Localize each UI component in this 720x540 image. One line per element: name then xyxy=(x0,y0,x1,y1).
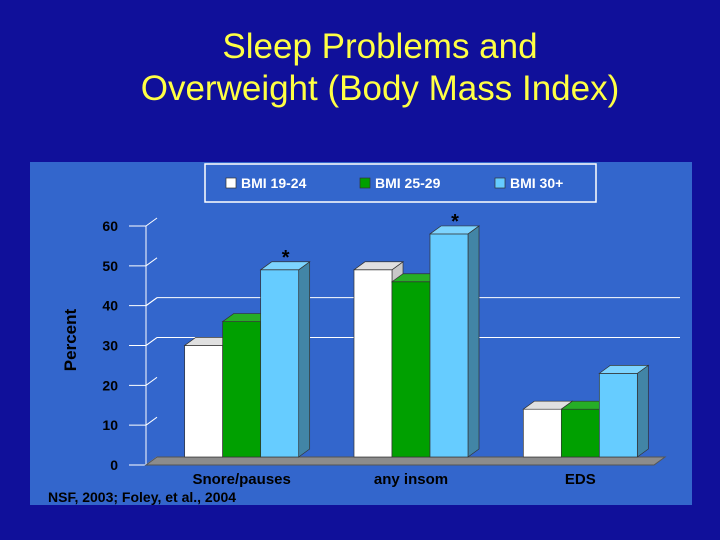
bar-layer: ** xyxy=(183,211,650,458)
y-tick-label: 10 xyxy=(102,417,118,433)
significance-mark: * xyxy=(451,211,459,233)
x-category-label: any insom xyxy=(374,471,448,488)
bar xyxy=(560,408,600,458)
y-tick-diag xyxy=(145,217,158,227)
y-tick-label: 0 xyxy=(110,457,118,473)
y-tick-diag xyxy=(145,297,158,307)
bar xyxy=(353,269,393,458)
legend-swatch xyxy=(359,177,371,189)
y-tick-label: 40 xyxy=(102,298,118,314)
bar-top xyxy=(428,225,481,235)
y-tick-label: 30 xyxy=(102,338,118,354)
bar-side xyxy=(298,261,311,458)
y-tick-diag xyxy=(145,376,158,386)
y-axis-label: Percent xyxy=(61,308,80,371)
bar xyxy=(260,269,300,458)
y-tick-diag xyxy=(145,257,158,267)
bar xyxy=(522,408,562,458)
y-tick-diag xyxy=(145,337,158,346)
bar xyxy=(222,321,262,458)
bar-top xyxy=(259,261,311,271)
title-line-2: Overweight (Body Mass Index) xyxy=(140,69,620,108)
legend-label: BMI 19-24 xyxy=(241,175,307,191)
bar-side xyxy=(636,364,649,458)
chart-floor xyxy=(144,456,667,466)
significance-mark: * xyxy=(282,247,290,269)
bar-top xyxy=(352,261,405,271)
y-tick-diag xyxy=(145,416,158,426)
y-tick-label: 50 xyxy=(102,258,118,274)
legend-swatch xyxy=(494,177,506,189)
y-tick-label: 60 xyxy=(102,218,118,234)
y-tick-label: 20 xyxy=(102,377,118,393)
title-line-1: Sleep Problems and xyxy=(222,27,538,66)
chart-legend: BMI 19-24 BMI 25-29 BMI 30+ xyxy=(204,163,597,203)
x-category-label: Snore/pauses xyxy=(192,471,290,488)
legend-swatch xyxy=(225,177,237,189)
bar xyxy=(598,373,638,458)
source-citation: NSF, 2003; Foley, et al., 2004 xyxy=(48,489,236,505)
axis-layer: 0 10 20 30 40 50 60 Snore/pauses any insom EDS xyxy=(102,217,667,488)
bar xyxy=(429,233,469,458)
x-category-label: EDS xyxy=(565,471,596,488)
legend-label: BMI 25-29 xyxy=(375,175,441,191)
bar-top xyxy=(598,365,650,374)
bar xyxy=(184,345,224,458)
bar-side xyxy=(467,225,480,458)
slide-title: Sleep Problems and Overweight (Body Mass… xyxy=(60,26,700,110)
legend-box xyxy=(204,163,597,203)
bar xyxy=(391,281,431,458)
legend-label: BMI 30+ xyxy=(510,175,563,191)
